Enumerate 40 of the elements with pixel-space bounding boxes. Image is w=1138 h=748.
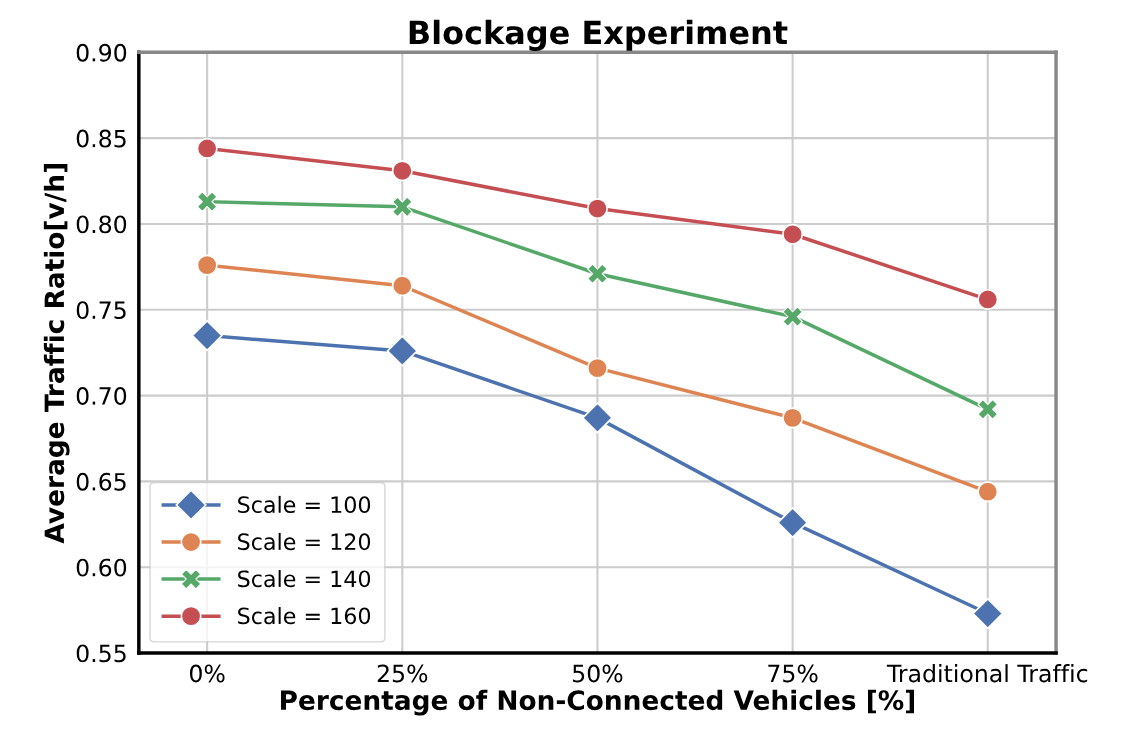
point [972, 597, 1004, 630]
point [782, 223, 804, 245]
point [977, 288, 999, 311]
y-tick-label: 0.60 [76, 558, 127, 577]
point [777, 507, 809, 539]
y-tick-label: 0.65 [76, 472, 126, 491]
y-tick-label: 0.75 [76, 301, 126, 320]
x-tick-label: 0% [189, 664, 225, 683]
point [196, 191, 218, 212]
point [386, 335, 418, 367]
point [391, 275, 413, 297]
y-tick-label: 0.70 [76, 387, 127, 405]
point [392, 196, 413, 218]
x-axis-title: Percentage of Non-Connected Vehicles [%] [281, 689, 915, 716]
x-tick-label: 25% [377, 664, 428, 683]
y-axis-title: Average Traffic Ratio[v/h] [43, 164, 70, 544]
x-tick-label: 50% [573, 664, 623, 683]
x-tick-label: Traditional Traffic [886, 664, 1088, 683]
y-tick-label: 0.55 [76, 644, 126, 663]
point [782, 407, 804, 429]
legend-label: Scale = 160 [238, 607, 371, 625]
point [977, 399, 999, 420]
chart-title: Blockage Experiment [409, 19, 788, 51]
y-tick-label: 0.90 [76, 43, 127, 62]
point [196, 137, 218, 160]
legend-label: Scale = 120 [238, 532, 371, 551]
legend-label: Scale = 140 [238, 569, 371, 588]
point [391, 160, 413, 182]
legend-label: Scale = 100 [238, 495, 371, 514]
point [586, 357, 609, 379]
point [587, 263, 608, 285]
point [586, 197, 609, 220]
point [782, 306, 803, 327]
x-tick-label: 75% [768, 664, 818, 683]
point [581, 402, 614, 434]
y-tick-label: 0.80 [76, 215, 127, 234]
point [977, 481, 999, 503]
point [196, 254, 218, 276]
y-tick-label: 0.85 [76, 129, 126, 148]
point [191, 319, 223, 352]
